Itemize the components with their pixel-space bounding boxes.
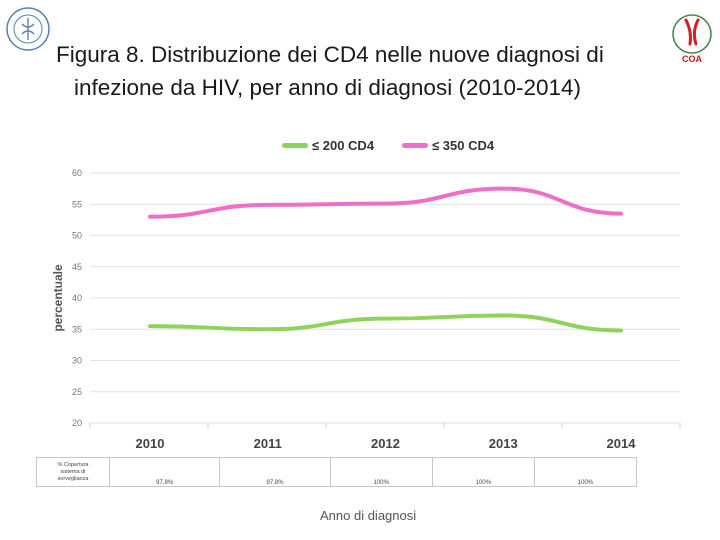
y-tick-label: 35 [72,324,82,334]
coa-abbr: COA [682,54,703,64]
chart-legend: ≤ 200 CD4 ≤ 350 CD4 [282,138,494,153]
coverage-2012: 100% [329,457,433,487]
y-tick-label: 55 [72,199,82,209]
legend-item-350: ≤ 350 CD4 [402,138,494,153]
y-tick-label: 45 [72,262,82,272]
x-tick-label: 2014 [607,436,637,451]
coverage-2014: 100% [533,457,638,487]
x-tick-label: 2012 [371,436,400,451]
page-title: Figura 8. Distribuzione dei CD4 nelle nu… [56,38,676,104]
x-tick-label: 2010 [136,436,165,451]
legend-label-200: ≤ 200 CD4 [312,138,375,153]
coa-logo: COA [672,14,712,64]
coverage-label-3: sorveglianza [57,475,89,482]
series-line-200 [148,313,623,333]
y-tick-label: 20 [72,418,82,428]
coverage-label-1: % Copertura [57,461,89,468]
legend-swatch-350 [402,143,429,148]
y-tick-label: 25 [72,387,82,397]
y-tick-label: 30 [72,356,82,366]
series-line-350 [148,186,623,219]
y-axis-title: percentuale [51,264,65,332]
legend-label-350: ≤ 350 CD4 [432,138,495,153]
coverage-2011: 97,8% [219,457,331,487]
y-tick-label: 50 [72,231,82,241]
coverage-table: % Copertura sistema di sorveglianza 97,8… [36,457,638,487]
legend-item-200: ≤ 200 CD4 [282,138,374,153]
x-axis-title: Anno di diagnosi [320,508,417,523]
title-line-2: infezione da HIV, per anno di diagnosi (… [74,75,582,100]
title-line-1: Figura 8. Distribuzione dei CD4 nelle nu… [56,42,604,67]
coverage-label-2: sistema di [60,468,86,475]
y-tick-label: 60 [72,168,82,178]
coverage-2013: 100% [431,457,535,487]
x-tick-label: 2013 [489,436,518,451]
legend-swatch-200 [282,143,308,148]
iss-logo [6,7,50,51]
coverage-2010: 97,8% [108,457,221,487]
y-tick-label: 40 [72,293,82,303]
x-tick-label: 2011 [254,436,282,451]
coverage-label: % Copertura sistema di sorveglianza [36,457,110,487]
